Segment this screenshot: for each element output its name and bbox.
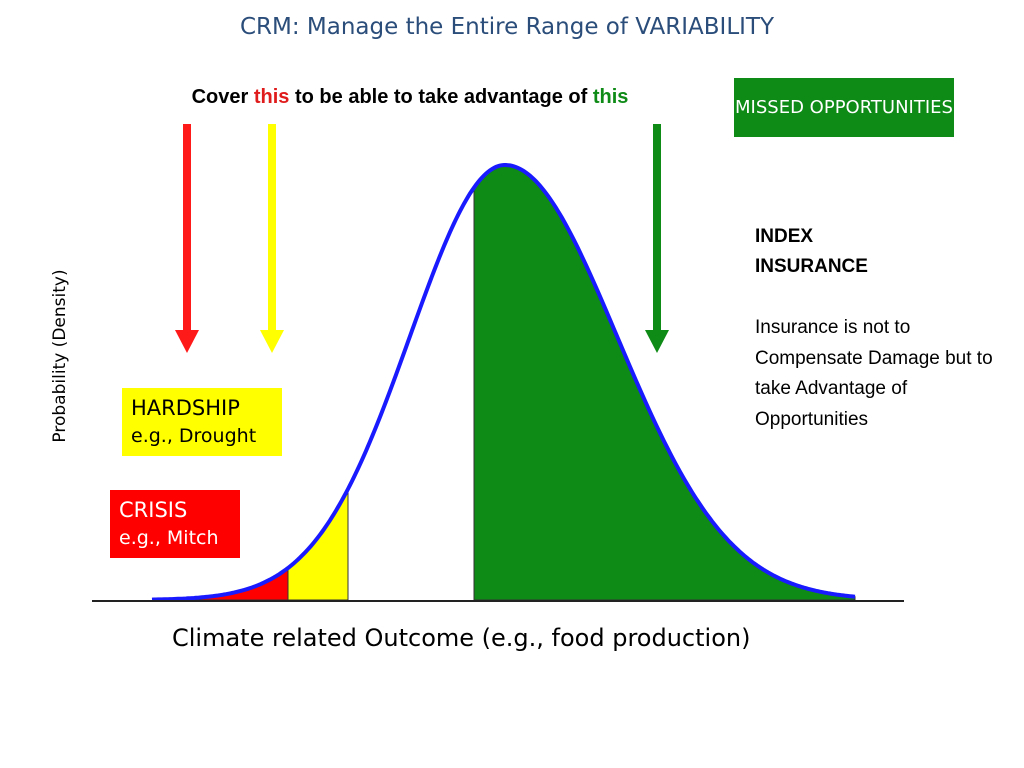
x-axis-label: Climate related Outcome (e.g., food prod… [172, 624, 751, 652]
crisis-example: e.g., Mitch [119, 527, 219, 549]
missed-box: MISSED OPPORTUNITIES [734, 78, 954, 137]
callout-red: this [253, 86, 290, 108]
arrow-yellow [260, 124, 284, 353]
callout-text: to be able to take advantage of [294, 86, 588, 108]
index-body: Insurance is not to Compensate Damage bu… [755, 317, 993, 430]
hardship-example: e.g., Drought [131, 425, 257, 447]
callout-text: Cover [191, 86, 249, 108]
missed-label: MISSED OPPORTUNITIES [735, 96, 953, 118]
hardship-title: HARDSHIP [131, 396, 240, 420]
title: CRM: Manage the Entire Range of VARIABIL… [239, 14, 775, 40]
index-heading: INDEX INSURANCE [755, 226, 868, 277]
y-axis-label: Probability (Density) [50, 269, 70, 443]
bell-curve [151, 163, 856, 602]
callout: Cover this to be able to take advantage … [100, 86, 720, 109]
crisis-box: CRISIS e.g., Mitch [110, 490, 240, 558]
crisis-title: CRISIS [119, 498, 188, 522]
arrow-green [645, 124, 669, 353]
curve-region [184, 567, 289, 601]
hardship-box: HARDSHIP e.g., Drought [122, 388, 282, 456]
callout-green: this [592, 86, 629, 108]
arrow-red [175, 124, 199, 353]
